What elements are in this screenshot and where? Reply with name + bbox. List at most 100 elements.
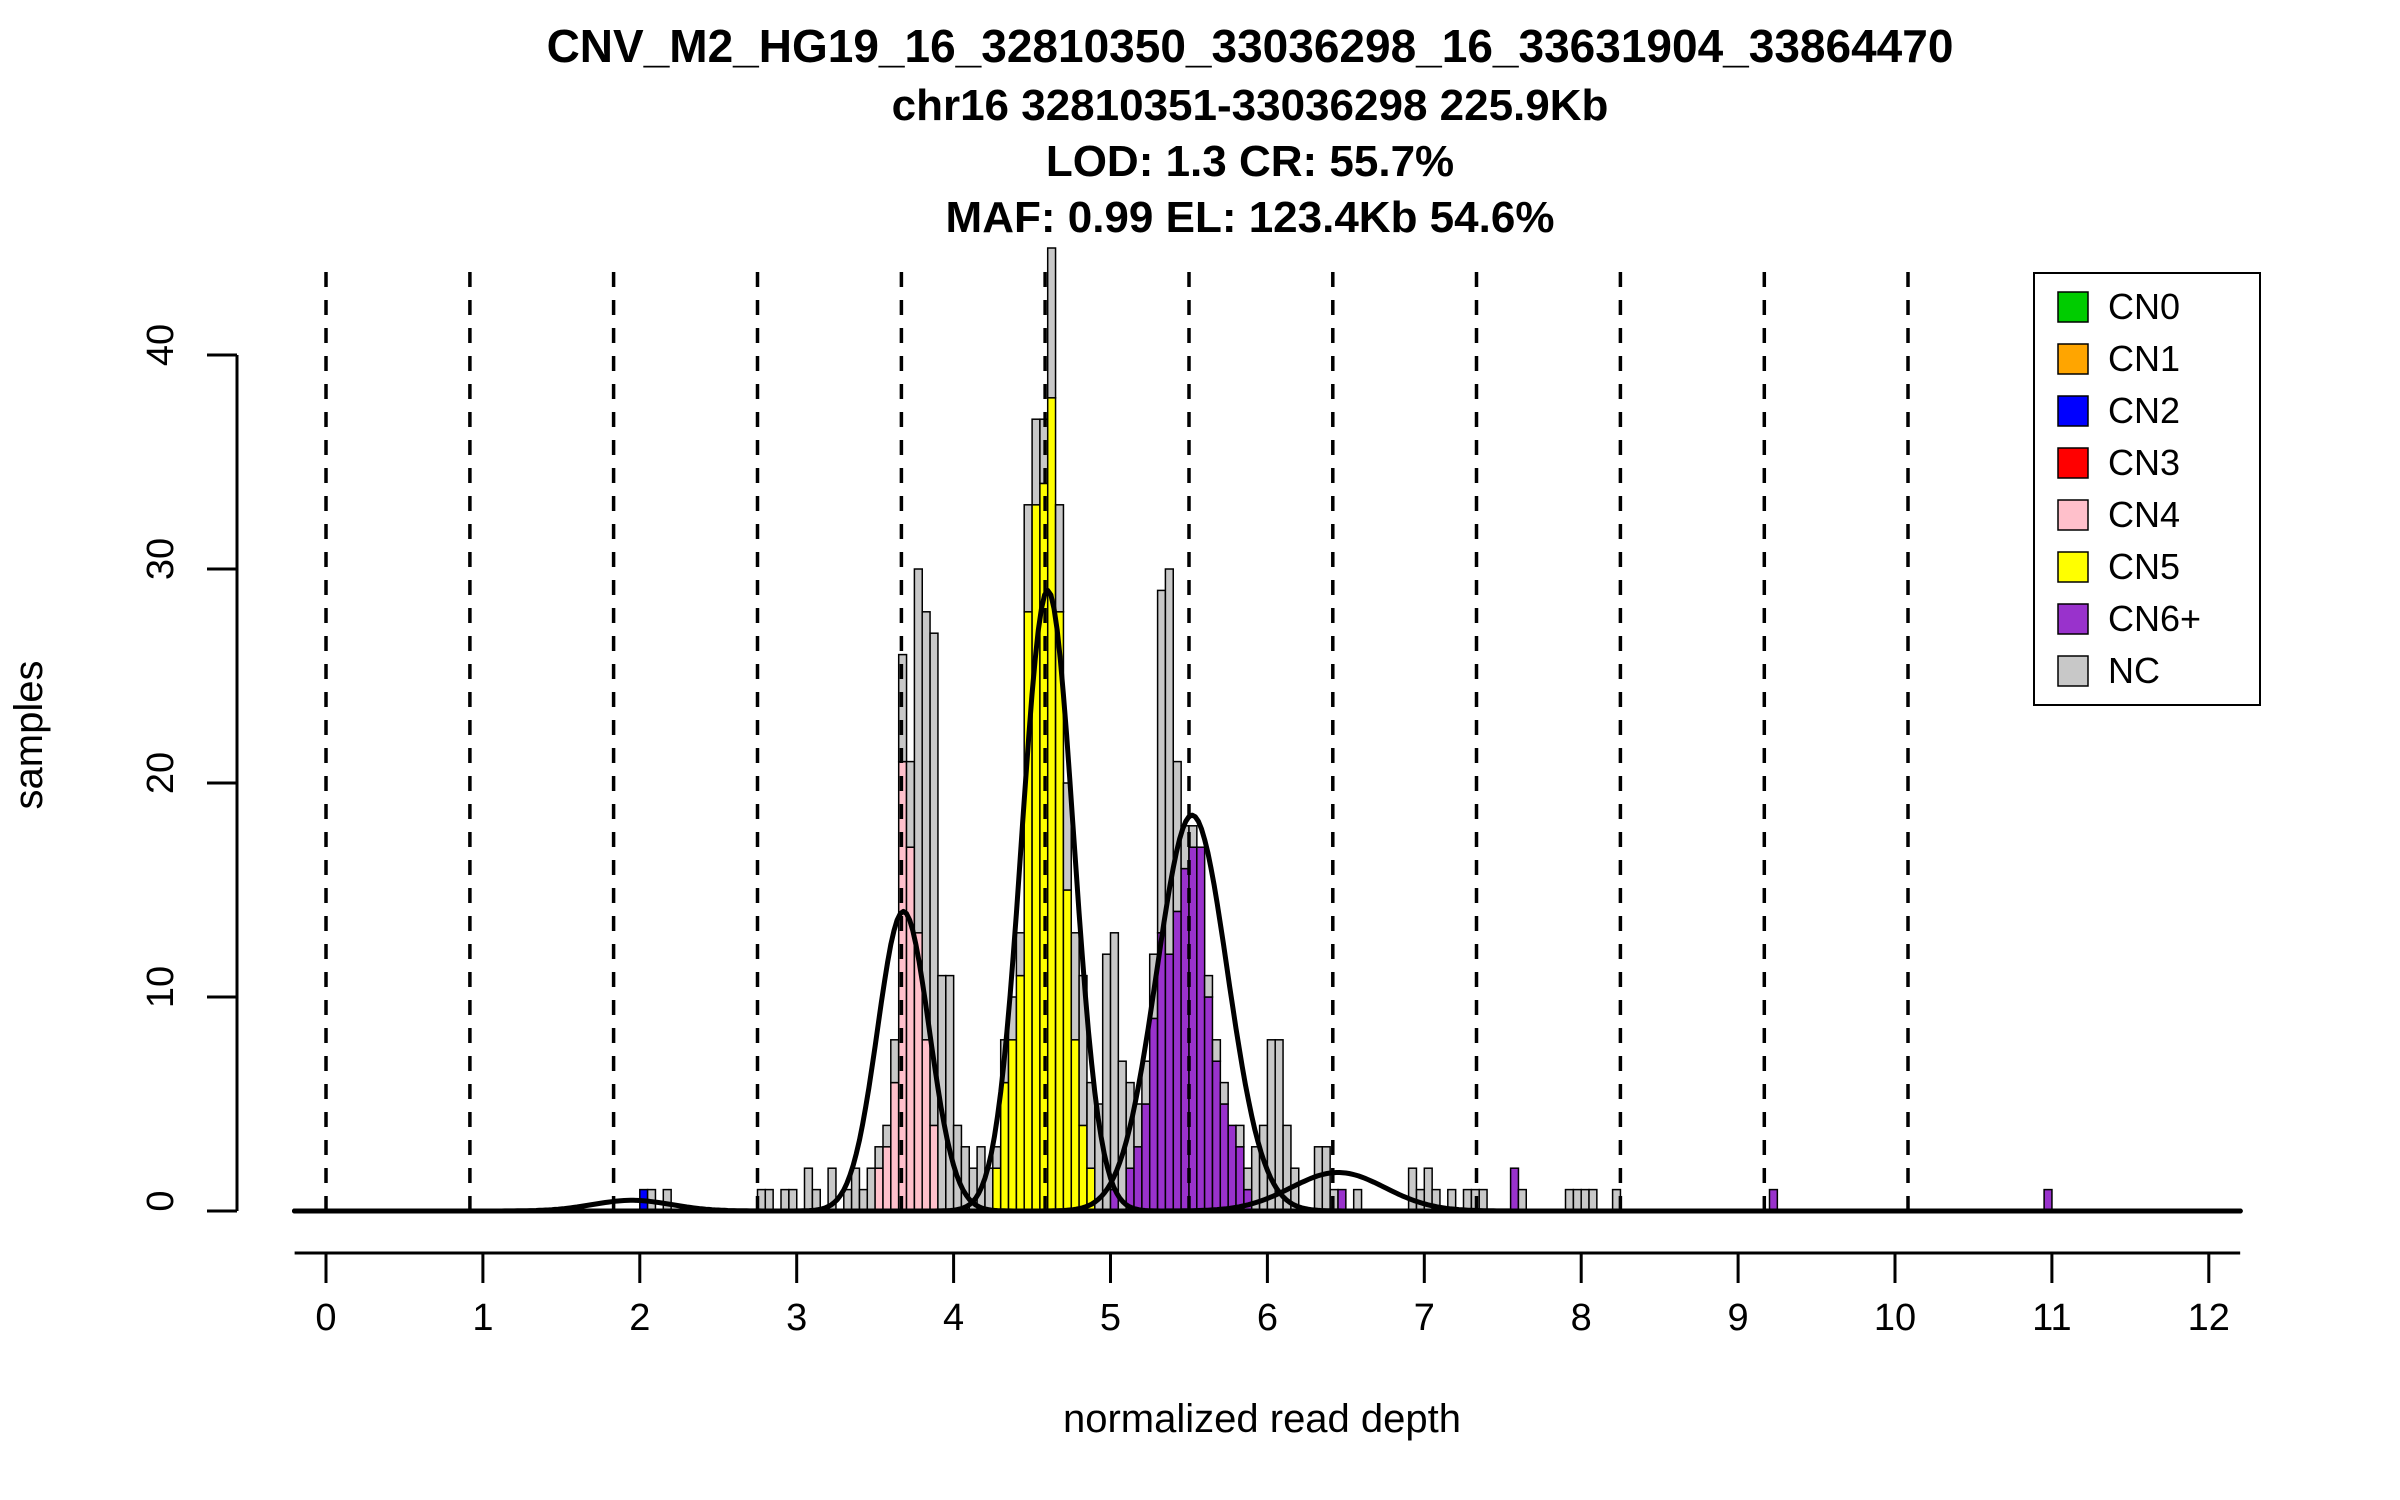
hist-bar-segment-cn6plus bbox=[1509, 1167, 1520, 1212]
hist-bar-segment-cn5 bbox=[1007, 1039, 1018, 1212]
legend-label-cn3: CN3 bbox=[2108, 442, 2180, 483]
plot-title-line4: MAF: 0.99 EL: 123.4Kb 54.6% bbox=[946, 193, 1555, 242]
hist-bar-segment-nc bbox=[874, 1146, 884, 1169]
hist-bar-segment-cn6plus bbox=[1768, 1188, 1779, 1212]
hist-bar-segment-nc bbox=[1352, 1188, 1363, 1212]
x-tick-label: 9 bbox=[1728, 1297, 1749, 1339]
hist-bar-segment-nc bbox=[866, 1167, 876, 1212]
y-tick-label: 0 bbox=[140, 1190, 182, 1211]
histogram-bars-group bbox=[639, 247, 2053, 1212]
hist-bar-segment-cn4 bbox=[874, 1167, 884, 1212]
legend-swatch-cn6plus bbox=[2057, 603, 2089, 635]
legend-label-cn6plus: CN6+ bbox=[2108, 598, 2201, 639]
legend-swatch-cn5 bbox=[2057, 551, 2089, 583]
hist-bar-segment-cn4 bbox=[929, 1124, 939, 1212]
hist-bar-segment-nc bbox=[1564, 1188, 1575, 1212]
legend-swatch-cn3 bbox=[2057, 447, 2089, 479]
hist-bar-segment-nc bbox=[788, 1188, 798, 1212]
hist-bar-segment-cn4 bbox=[905, 846, 916, 1212]
hist-bar-segment-nc bbox=[1517, 1188, 1528, 1212]
x-tick-label: 11 bbox=[2032, 1297, 2071, 1339]
hist-bar-segment-nc bbox=[1031, 418, 1041, 506]
hist-bar-segment-cn6plus bbox=[1133, 1146, 1143, 1212]
hist-bar-segment-nc bbox=[662, 1188, 672, 1212]
hist-bar-segment-nc bbox=[803, 1167, 814, 1212]
hist-bar-segment-cn6plus bbox=[1235, 1146, 1245, 1212]
x-tick-label: 2 bbox=[629, 1297, 650, 1339]
hist-bar-segment-nc bbox=[890, 1039, 900, 1084]
x-tick-label: 1 bbox=[472, 1297, 493, 1339]
x-tick-label: 5 bbox=[1100, 1297, 1121, 1339]
hist-bar-segment-nc bbox=[1588, 1188, 1598, 1212]
x-tick-label: 12 bbox=[2188, 1297, 2230, 1339]
legend-label-nc: NC bbox=[2108, 650, 2160, 691]
x-tick-label: 7 bbox=[1414, 1297, 1435, 1339]
hist-bar-segment-cn6plus bbox=[1196, 846, 1206, 1212]
hist-bar-segment-nc bbox=[1478, 1188, 1488, 1212]
hist-bar-segment-nc bbox=[843, 1188, 853, 1212]
hist-bar-segment-nc bbox=[1054, 504, 1065, 613]
hist-bar-segment-cn5 bbox=[992, 1167, 1002, 1212]
legend-label-cn2: CN2 bbox=[2108, 390, 2180, 431]
hist-bar-segment-nc bbox=[905, 760, 916, 848]
density-curve bbox=[292, 1170, 2243, 1214]
hist-bar-segment-nc bbox=[1109, 932, 1120, 1191]
hist-bar-segment-cn6plus bbox=[1337, 1188, 1347, 1212]
x-axis-title: normalized read depth bbox=[1063, 1397, 1461, 1441]
y-tick-label: 40 bbox=[140, 324, 182, 366]
legend-label-cn4: CN4 bbox=[2108, 494, 2180, 535]
x-tick-label: 3 bbox=[786, 1297, 807, 1339]
hist-bar-segment-cn6plus bbox=[1148, 1017, 1159, 1212]
hist-bar-segment-nc bbox=[1117, 1060, 1127, 1212]
x-tick-label: 8 bbox=[1571, 1297, 1592, 1339]
hist-bar-segment-nc bbox=[913, 568, 924, 934]
plot-title-line2: chr16 32810351-33036298 225.9Kb bbox=[892, 81, 1609, 130]
hist-bar-segment-nc bbox=[1235, 1124, 1245, 1148]
hist-bar-segment-nc bbox=[1156, 589, 1167, 934]
hist-bar-segment-cn6plus bbox=[1227, 1124, 1237, 1212]
hist-bar-segment-nc bbox=[929, 632, 939, 1127]
legend-swatch-cn0 bbox=[2057, 291, 2089, 323]
x-tick-label: 6 bbox=[1257, 1297, 1278, 1339]
density-curves-group bbox=[292, 587, 2243, 1214]
y-tick-label: 30 bbox=[140, 538, 182, 580]
hist-bar-segment-cn6plus bbox=[1141, 1103, 1151, 1212]
hist-bar-segment-nc bbox=[882, 1124, 892, 1148]
hist-bar-segment-nc bbox=[1015, 932, 1026, 977]
legend-label-cn1: CN1 bbox=[2108, 338, 2180, 379]
hist-bar-segment-nc bbox=[1407, 1167, 1418, 1212]
hist-bar-segment-nc bbox=[1321, 1146, 1331, 1212]
hist-bar-segment-cn5 bbox=[1062, 889, 1073, 1212]
hist-bar-segment-cn6plus bbox=[1203, 996, 1214, 1212]
hist-bar-segment-cn4 bbox=[921, 1039, 931, 1212]
hist-bar-segment-cn4 bbox=[890, 1081, 900, 1212]
hist-bar-segment-cn6plus bbox=[2043, 1188, 2053, 1212]
legend-swatch-cn2 bbox=[2057, 395, 2089, 427]
plot-title-line3: LOD: 1.3 CR: 55.7% bbox=[1046, 137, 1454, 186]
x-tick-label: 4 bbox=[943, 1297, 964, 1339]
hist-bar-segment-nc bbox=[1580, 1188, 1590, 1212]
legend-label-cn0: CN0 bbox=[2108, 286, 2180, 327]
hist-bar-segment-nc bbox=[780, 1188, 790, 1212]
hist-bar-segment-nc bbox=[1211, 1039, 1222, 1062]
legend-box: CN0 CN1 CN2 CN3 CN4 CN5 CN6+ NC bbox=[2033, 272, 2261, 706]
x-tick-label: 10 bbox=[1874, 1297, 1916, 1339]
dashed-guidelines-group bbox=[324, 269, 1910, 1211]
hist-bar-segment-nc bbox=[1046, 247, 1057, 399]
y-tick-label: 10 bbox=[140, 966, 182, 1008]
hist-bar-segment-cn6plus bbox=[1219, 1103, 1229, 1212]
hist-bar-segment-cn6plus bbox=[1211, 1060, 1222, 1212]
hist-bar-segment-nc bbox=[1203, 974, 1214, 998]
x-tick-label: 0 bbox=[315, 1297, 336, 1339]
hist-bar-segment-cn6plus bbox=[1172, 910, 1182, 1212]
y-tick-label: 20 bbox=[140, 752, 182, 794]
hist-bar-segment-cn5 bbox=[1070, 1039, 1080, 1212]
hist-bar-segment-cn5 bbox=[1046, 397, 1057, 1212]
hist-bar-segment-cn6plus bbox=[1164, 953, 1175, 1212]
legend-swatch-nc bbox=[2057, 655, 2089, 687]
hist-bar-segment-cn5 bbox=[1078, 1124, 1088, 1212]
hist-bar-segment-nc bbox=[945, 974, 955, 1212]
